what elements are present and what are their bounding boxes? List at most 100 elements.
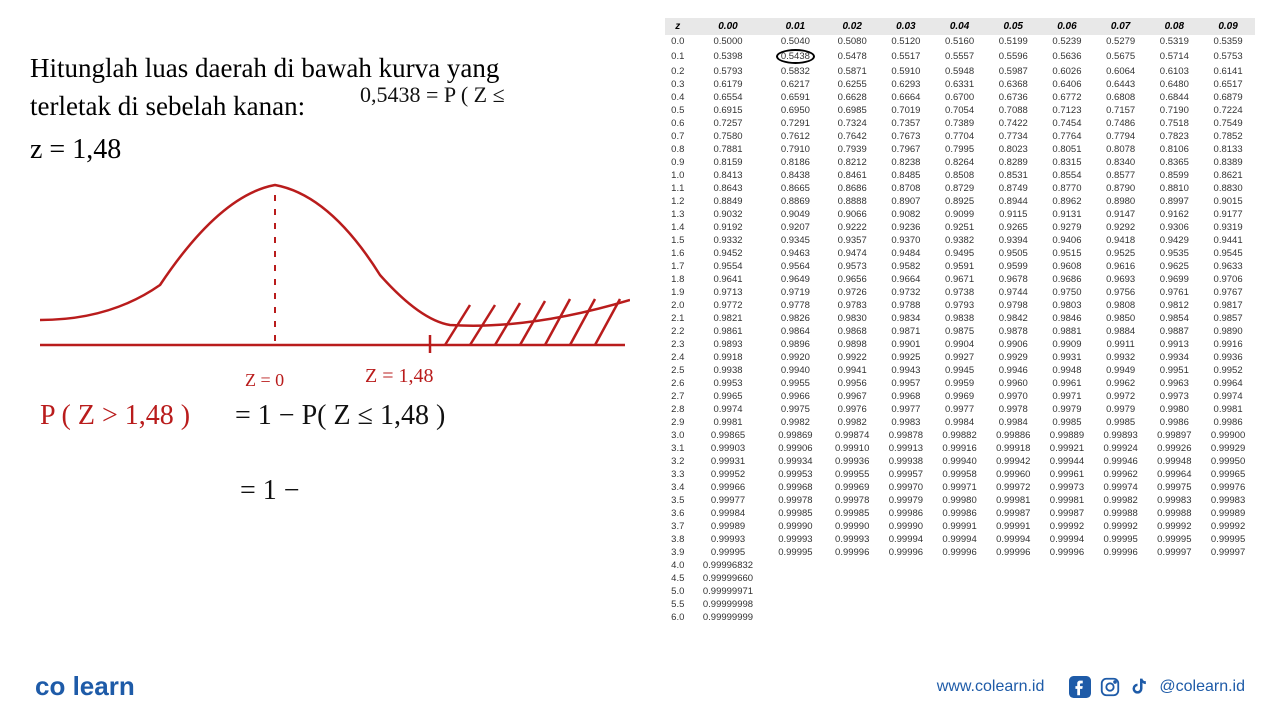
curve-svg [30, 175, 630, 375]
table-cell: 0.99964 [1147, 468, 1201, 481]
table-cell: 0.99976 [1201, 481, 1255, 494]
table-row: 5.00.99999971 [665, 585, 1255, 598]
table-cell: 0.9952 [1201, 364, 1255, 377]
table-cell: 0.8729 [933, 182, 987, 195]
z-table-header-cell: 0.06 [1040, 18, 1094, 35]
table-cell: 0.7642 [825, 130, 879, 143]
table-cell: 0.99995 [765, 546, 825, 559]
table-cell: 0.6736 [986, 91, 1040, 104]
table-cell: 0.9429 [1147, 234, 1201, 247]
table-cell: 0.9222 [825, 221, 879, 234]
table-cell: 0.99965 [1201, 468, 1255, 481]
table-cell: 0.7 [665, 130, 691, 143]
table-cell: 0.99974 [1094, 481, 1148, 494]
table-cell: 0.9049 [765, 208, 825, 221]
table-cell: 0.99989 [1201, 507, 1255, 520]
table-cell [986, 611, 1040, 624]
table-row: 4.50.99999660 [665, 572, 1255, 585]
table-cell: 0.8531 [986, 169, 1040, 182]
table-cell: 0.99929 [1201, 442, 1255, 455]
table-cell: 0.9974 [691, 403, 766, 416]
table-row: 2.60.99530.99550.99560.99570.99590.99600… [665, 377, 1255, 390]
table-cell: 0.9394 [986, 234, 1040, 247]
table-cell: 0.99972 [986, 481, 1040, 494]
table-cell: 0.9693 [1094, 273, 1148, 286]
table-cell [933, 572, 987, 585]
table-cell: 0.8365 [1147, 156, 1201, 169]
footer: co learn www.colearn.id @colearn.id [35, 671, 1245, 702]
table-cell: 0.9976 [825, 403, 879, 416]
table-cell: 0.99962 [1094, 468, 1148, 481]
table-cell: 0.9854 [1147, 312, 1201, 325]
table-cell: 0.7224 [1201, 104, 1255, 117]
table-cell [825, 585, 879, 598]
table-cell: 0.99993 [691, 533, 766, 546]
table-cell: 0.5910 [879, 65, 933, 78]
table-cell: 0.99979 [879, 494, 933, 507]
table-cell: 0.9951 [1147, 364, 1201, 377]
table-row: 3.70.999890.999900.999900.999900.999910.… [665, 520, 1255, 533]
table-cell [1147, 598, 1201, 611]
table-cell: 0.9842 [986, 312, 1040, 325]
table-cell: 0.9959 [933, 377, 987, 390]
table-cell: 0.9838 [933, 312, 987, 325]
table-cell: 0.9943 [879, 364, 933, 377]
table-cell: 0.9177 [1201, 208, 1255, 221]
table-cell: 0.8577 [1094, 169, 1148, 182]
table-cell: 0.99995 [1147, 533, 1201, 546]
table-row: 1.20.88490.88690.88880.89070.89250.89440… [665, 195, 1255, 208]
table-cell: 0.99996 [879, 546, 933, 559]
table-cell: 0.99869 [765, 429, 825, 442]
table-cell: 0.9641 [691, 273, 766, 286]
table-cell: 0.9798 [986, 299, 1040, 312]
table-cell: 0.99970 [879, 481, 933, 494]
table-cell: 1.5 [665, 234, 691, 247]
table-cell: 0.99918 [986, 442, 1040, 455]
table-cell: 0.99999998 [691, 598, 766, 611]
table-cell: 0.9783 [825, 299, 879, 312]
table-cell: 0.8 [665, 143, 691, 156]
table-cell: 0.7704 [933, 130, 987, 143]
table-cell: 0.5478 [825, 48, 879, 65]
table-cell: 0.9969 [933, 390, 987, 403]
table-cell: 0.9744 [986, 286, 1040, 299]
table-cell: 0.99978 [825, 494, 879, 507]
table-cell: 0.8186 [765, 156, 825, 169]
table-cell: 4.5 [665, 572, 691, 585]
table-cell: 0.8849 [691, 195, 766, 208]
table-cell: 0.8461 [825, 169, 879, 182]
table-cell: 1.2 [665, 195, 691, 208]
table-cell: 0.99978 [765, 494, 825, 507]
table-cell: 0.99931 [691, 455, 766, 468]
table-row: 2.50.99380.99400.99410.99430.99450.99460… [665, 364, 1255, 377]
z-table-container: z0.000.010.020.030.040.050.060.070.080.0… [665, 18, 1255, 624]
table-cell: 0.5596 [986, 48, 1040, 65]
table-row: 3.30.999520.999530.999550.999570.999580.… [665, 468, 1255, 481]
table-cell [986, 572, 1040, 585]
table-cell: 0.5398 [691, 48, 766, 65]
table-cell: 0.8438 [765, 169, 825, 182]
table-row: 0.80.78810.79100.79390.79670.79950.80230… [665, 143, 1255, 156]
table-cell: 0.7823 [1147, 130, 1201, 143]
table-cell: 0.99934 [765, 455, 825, 468]
table-cell: 0.9927 [933, 351, 987, 364]
table-cell: 0.9985 [1094, 416, 1148, 429]
table-cell: 0.9564 [765, 260, 825, 273]
table-cell: 1.3 [665, 208, 691, 221]
table-cell: 0.9980 [1147, 403, 1201, 416]
z-table-header-cell: 0.07 [1094, 18, 1148, 35]
table-cell: 0.5239 [1040, 35, 1094, 48]
table-cell: 0.8770 [1040, 182, 1094, 195]
table-cell: 0.6628 [825, 91, 879, 104]
table-cell: 0.99944 [1040, 455, 1094, 468]
table-cell: 0.99977 [691, 494, 766, 507]
social-icons: @colearn.id [1069, 676, 1245, 698]
table-cell: 0.9686 [1040, 273, 1094, 286]
table-cell: 0.99942 [986, 455, 1040, 468]
table-cell: 0.9573 [825, 260, 879, 273]
table-cell: 0.9963 [1147, 377, 1201, 390]
table-cell: 0.9977 [933, 403, 987, 416]
logo-learn: learn [73, 671, 135, 701]
table-cell: 0.9970 [986, 390, 1040, 403]
table-cell: 0.8790 [1094, 182, 1148, 195]
